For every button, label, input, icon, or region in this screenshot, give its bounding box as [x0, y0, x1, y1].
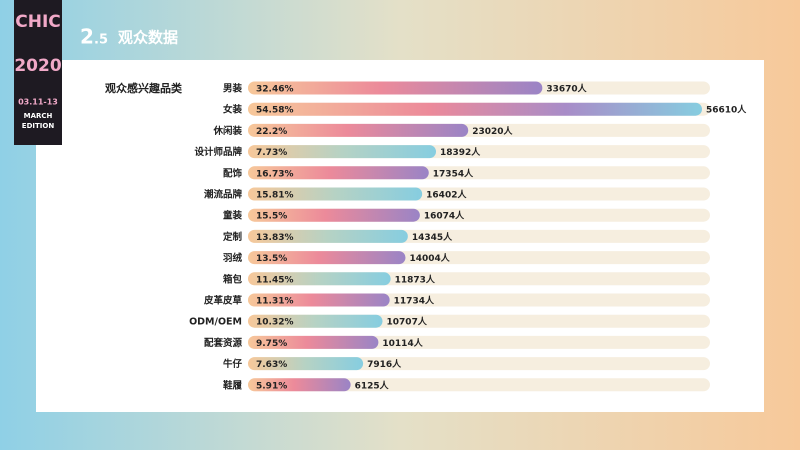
share-label: 11.45% [256, 275, 294, 285]
y-tick-label: 鞋履 [223, 379, 243, 391]
share-label: 10.32% [256, 318, 294, 328]
value-label: 10114人 [382, 337, 423, 349]
value-label: 7916人 [367, 358, 402, 370]
y-tick-label: 男装 [223, 83, 243, 95]
y-tick-label: 潮流品牌 [204, 189, 243, 201]
share-label: 15.5% [256, 212, 287, 222]
share-label: 22.2% [256, 127, 287, 137]
logo-text: 2020 [14, 56, 61, 76]
y-tick-label: 配套资源 [204, 337, 243, 349]
bar [248, 272, 391, 286]
logo [14, 0, 62, 145]
value-label: 11873人 [395, 273, 436, 285]
bar [248, 378, 351, 392]
value-label: 10707人 [387, 316, 428, 328]
logo-text: EDITION [22, 122, 55, 130]
share-label: 7.63% [256, 360, 287, 370]
value-label: 14345人 [412, 231, 453, 243]
share-label: 7.73% [256, 148, 287, 158]
y-tick-label: 羽绒 [223, 252, 243, 264]
bar [248, 208, 420, 222]
value-label: 6125人 [355, 379, 390, 391]
value-label: 14004人 [409, 252, 450, 264]
y-tick-label: 童装 [223, 210, 243, 222]
bar [248, 293, 390, 307]
share-label: 11.31% [256, 297, 294, 307]
share-label: 13.83% [256, 233, 294, 243]
bar [248, 187, 423, 201]
bar [248, 123, 469, 137]
y-tick-label: 女装 [223, 104, 243, 116]
bar [248, 145, 437, 159]
share-label: 5.91% [256, 381, 287, 391]
section-title: 观众数据 [118, 29, 178, 47]
y-tick-label: 配饰 [223, 167, 243, 179]
bar [248, 357, 364, 371]
bar [248, 229, 408, 243]
logo-text: 03.11-13 [18, 98, 58, 107]
bar [248, 102, 702, 116]
section-sub: .5 [94, 33, 108, 48]
value-label: 33670人 [546, 83, 587, 95]
bar-track [248, 378, 710, 392]
y-tick-label: 箱包 [222, 273, 243, 285]
value-label: 11734人 [394, 295, 435, 307]
y-tick-label: 设计师品牌 [194, 146, 242, 158]
y-tick-label: 牛仔 [223, 358, 243, 370]
section-number: 2 [80, 25, 94, 49]
value-label: 17354人 [433, 167, 474, 179]
value-label: 16074人 [424, 210, 465, 222]
value-label: 23020人 [472, 125, 513, 137]
share-label: 9.75% [256, 339, 287, 349]
value-label: 16402人 [426, 189, 467, 201]
bar [248, 335, 379, 349]
share-label: 13.5% [256, 254, 287, 264]
bar [248, 314, 383, 328]
y-tick-label: 定制 [222, 231, 243, 243]
y-tick-label: ODM/OEM [189, 317, 242, 328]
logo-text: CHIC [15, 12, 61, 32]
bar [248, 166, 429, 180]
y-tick-label: 皮革皮草 [203, 295, 243, 307]
value-label: 18392人 [440, 146, 481, 158]
bar-track [248, 357, 710, 371]
value-label: 56610人 [706, 104, 747, 116]
share-label: 16.73% [256, 169, 294, 179]
bar [248, 81, 543, 95]
share-label: 54.58% [256, 106, 294, 116]
share-label: 15.81% [256, 191, 294, 201]
logo-text: MARCH [24, 112, 53, 120]
bar [248, 251, 406, 265]
y-tick-label: 休闲装 [212, 125, 242, 137]
chart-title: 观众感兴趣品类 [105, 81, 183, 95]
share-label: 32.46% [256, 85, 294, 95]
